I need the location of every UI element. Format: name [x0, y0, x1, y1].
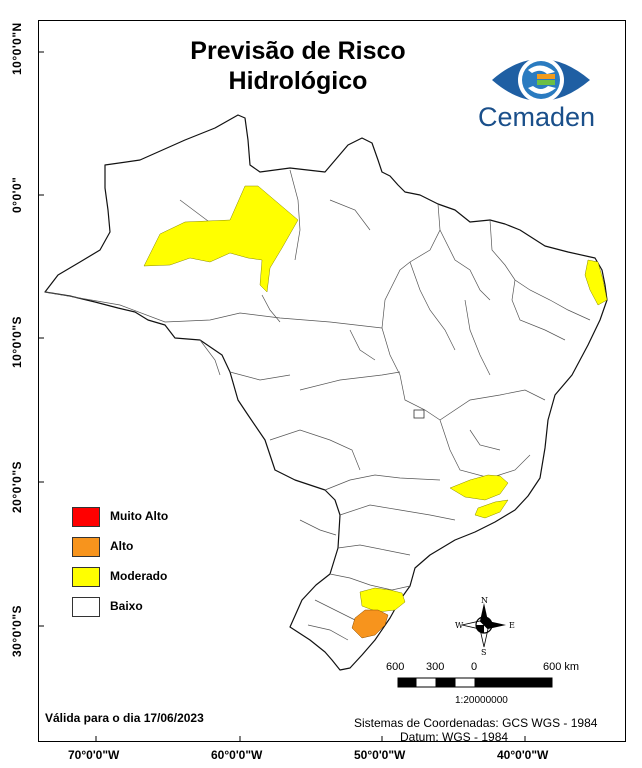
datum: Datum: WGS - 1984 — [400, 730, 509, 744]
latitude-label: 10°0'0"N — [10, 22, 24, 75]
federal-district — [413, 409, 425, 419]
longitude-label: 40°0'0"W — [497, 748, 549, 762]
scale-bar — [397, 677, 553, 688]
scale-label: 0 — [471, 661, 478, 673]
compass-rose-icon — [461, 603, 506, 648]
brazil-outline — [44, 114, 608, 671]
latitude-label: 20°0'0"S — [10, 460, 24, 513]
longitude-label: 70°0'0"W — [68, 748, 120, 762]
legend-label: Moderado — [110, 569, 168, 583]
compass-west-label: W — [455, 621, 464, 630]
compass-south-label: S — [481, 648, 487, 657]
latitude-label: 30°0'0"S — [10, 604, 24, 657]
scale-ratio: 1:20000000 — [455, 695, 508, 706]
legend-label: Baixo — [110, 599, 143, 613]
validity-date: Válida para o dia 17/06/2023 — [45, 711, 204, 725]
legend-swatch — [72, 537, 100, 557]
map-title: Previsão de Risco Hidrológico — [148, 36, 448, 96]
high-risk-area — [351, 609, 389, 639]
latitude-label: 10°0'0"S — [10, 315, 24, 368]
moderate-risk-areas — [143, 185, 608, 613]
legend-label: Alto — [110, 539, 134, 553]
legend-swatch — [72, 567, 100, 587]
cemaden-logo-icon — [492, 57, 590, 103]
logo-text: Cemaden — [478, 102, 596, 132]
compass-east-label: E — [509, 621, 515, 630]
longitude-label: 50°0'0"W — [354, 748, 406, 762]
scale-label: 600 — [386, 661, 405, 673]
longitude-label: 60°0'0"W — [211, 748, 263, 762]
legend-swatch — [72, 507, 100, 527]
coordinate-system: Sistemas de Coordenadas: GCS WGS - 1984 — [354, 716, 598, 730]
compass-north-label: N — [481, 596, 488, 605]
latitude-label: 0°0'0" — [10, 176, 24, 213]
legend-swatch — [72, 597, 100, 617]
title-line: Hidrológico — [228, 67, 368, 95]
graticule-ticks — [38, 51, 526, 742]
legend-label: Muito Alto — [110, 509, 169, 523]
municipal-boundaries — [44, 169, 591, 641]
scale-label: 600 km — [543, 661, 580, 673]
title-line: Previsão de Risco — [190, 37, 406, 65]
scale-label: 300 — [426, 661, 445, 673]
